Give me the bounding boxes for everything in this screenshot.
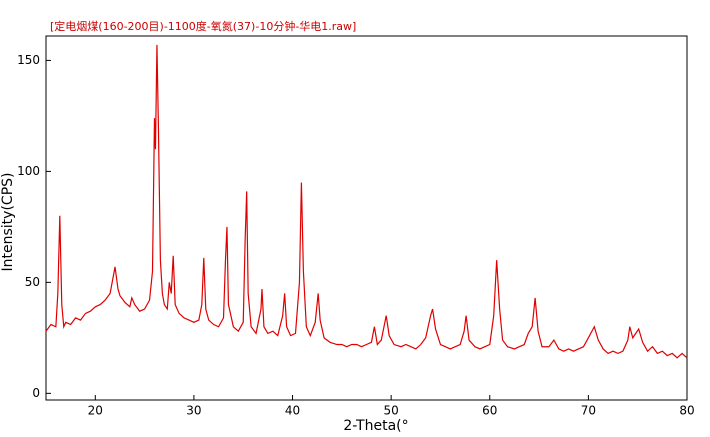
y-tick-label: 0 bbox=[32, 386, 40, 400]
x-axis-label: 2-Theta(° bbox=[343, 418, 408, 433]
y-tick-label: 100 bbox=[17, 164, 40, 178]
y-tick-label: 150 bbox=[17, 53, 40, 67]
data-line bbox=[45, 44, 688, 359]
x-tick-label: 20 bbox=[88, 404, 103, 418]
x-tick-label: 60 bbox=[482, 404, 497, 418]
x-tick-label: 80 bbox=[679, 404, 694, 418]
x-tick-label: 70 bbox=[581, 404, 596, 418]
y-tick-label: 50 bbox=[25, 275, 40, 289]
x-tick-label: 50 bbox=[384, 404, 399, 418]
x-tick-label: 40 bbox=[285, 404, 300, 418]
x-tick-label: 30 bbox=[186, 404, 201, 418]
plot-frame bbox=[45, 35, 688, 401]
chart-title: [定电烟煤(160-200目)-1100度-氧氮(37)-10分钟-华电1.ra… bbox=[50, 19, 356, 33]
y-axis-label: Intensity(CPS) bbox=[0, 173, 16, 272]
